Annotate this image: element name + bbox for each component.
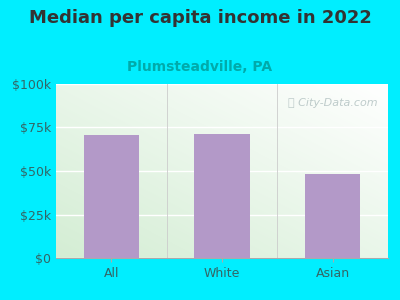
Text: Median per capita income in 2022: Median per capita income in 2022 bbox=[28, 9, 372, 27]
Bar bbox=[84, 135, 139, 258]
Text: ⓘ City-Data.com: ⓘ City-Data.com bbox=[288, 98, 378, 108]
Bar bbox=[194, 134, 250, 258]
Bar bbox=[305, 175, 360, 258]
Text: Plumsteadville, PA: Plumsteadville, PA bbox=[128, 60, 272, 74]
